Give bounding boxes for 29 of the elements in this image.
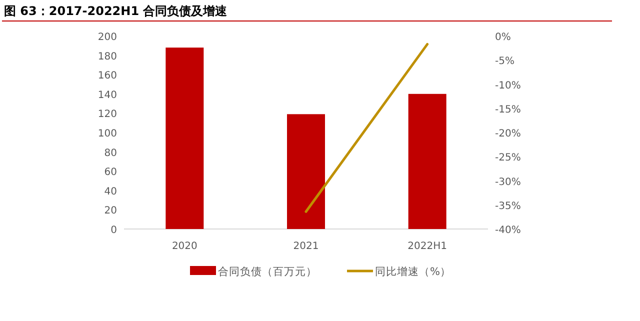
legend-label: 合同负债（百万元）: [218, 265, 317, 278]
y2-tick-label: -15%: [495, 104, 521, 116]
y-tick-label: 200: [98, 32, 117, 43]
y-tick-label: 40: [104, 186, 117, 198]
chart-title: 图 63：2017-2022H1 合同负债及增速: [4, 4, 228, 18]
x-tick-label: 2020: [172, 241, 198, 252]
y-tick-label: 20: [104, 206, 117, 217]
x-tick-label: 2021: [293, 241, 319, 252]
y2-tick-label: -20%: [495, 128, 521, 140]
bar: [408, 94, 446, 229]
y-tick-label: 0: [110, 225, 117, 236]
y-tick-label: 160: [98, 70, 117, 82]
legend-label: 同比增速（%）: [375, 265, 451, 278]
y-tick-label: 180: [98, 51, 117, 62]
y-tick-label: 120: [98, 109, 117, 120]
x-tick-label: 2022H1: [408, 241, 448, 252]
y2-tick-label: -35%: [495, 200, 521, 212]
y-tick-label: 140: [98, 90, 117, 101]
y-tick-label: 60: [104, 167, 117, 178]
y2-tick-label: -25%: [495, 152, 521, 164]
y2-tick-label: -40%: [495, 225, 521, 236]
bar: [287, 114, 325, 229]
y-tick-label: 80: [104, 148, 117, 159]
y2-tick-label: -5%: [495, 56, 514, 68]
y2-tick-label: -10%: [495, 80, 521, 92]
y-tick-label: 100: [98, 128, 117, 140]
y2-tick-label: 0%: [495, 32, 511, 43]
y2-tick-label: -30%: [495, 176, 521, 188]
bar: [166, 48, 204, 229]
